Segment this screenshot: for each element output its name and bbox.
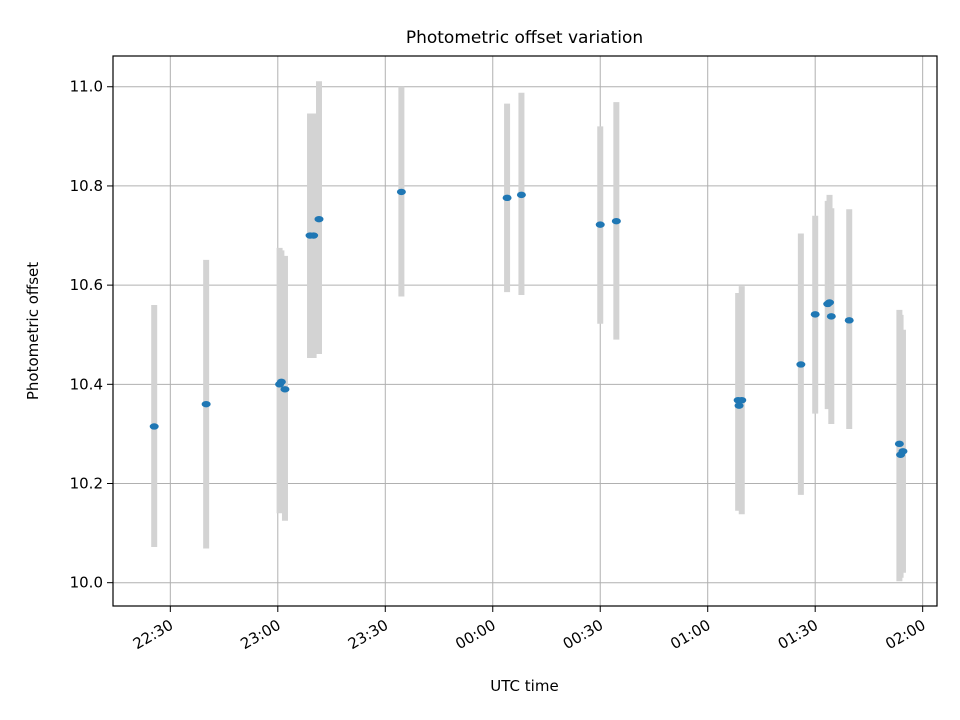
data-point (810, 311, 820, 318)
data-point (825, 299, 835, 306)
data-point (201, 400, 211, 408)
data-point (826, 313, 836, 320)
data-point (502, 194, 512, 202)
data-point (796, 361, 806, 368)
data-point (844, 317, 854, 324)
y-tick-label: 10.2 (70, 475, 103, 493)
data-point (595, 221, 605, 228)
data-point (309, 232, 319, 239)
data-point (314, 215, 324, 223)
data-point (894, 440, 904, 448)
chart-title: Photometric offset variation (406, 28, 643, 48)
data-point (396, 188, 406, 196)
y-tick-label: 10.8 (70, 177, 103, 195)
data-points (149, 188, 908, 458)
data-point (737, 396, 747, 404)
y-axis-ticks: 10.0 10.2 10.4 10.6 10.8 11.0 (70, 78, 113, 592)
y-tick-label: 10.0 (70, 574, 103, 592)
y-axis-label: Photometric offset (24, 262, 42, 400)
data-point (149, 423, 159, 430)
data-point (276, 378, 286, 386)
data-point (280, 386, 290, 393)
y-tick-label: 10.6 (70, 276, 103, 294)
y-tick-label: 10.4 (70, 375, 103, 393)
data-point (734, 402, 744, 409)
data-point (611, 217, 621, 225)
data-point (516, 191, 526, 199)
y-tick-label: 11.0 (70, 78, 103, 96)
x-axis-label: UTC time (490, 677, 558, 695)
data-point (898, 448, 908, 455)
plot-area-frame (112, 55, 938, 607)
